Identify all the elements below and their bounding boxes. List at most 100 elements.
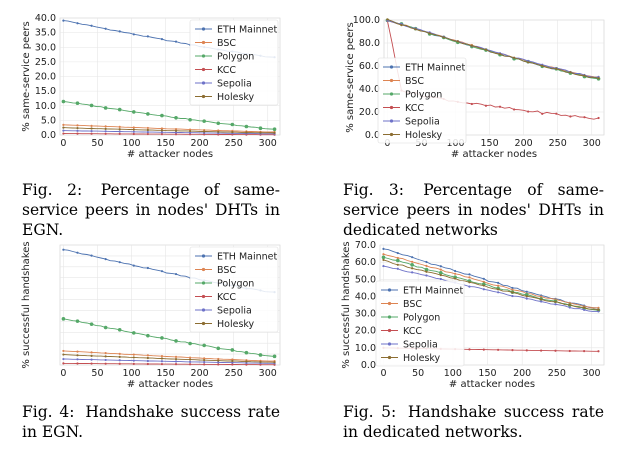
legend-marker [387,301,392,306]
data-point [245,361,248,365]
data-point [132,359,135,362]
caption-text: Percentage of same-service peers in node… [343,181,604,239]
data-point [425,274,428,277]
legend-marker [201,94,206,99]
data-point [131,110,136,114]
caption-label: Fig. 5: [343,403,397,421]
legend-entry: ETH Mainnet [405,63,466,74]
data-point [597,350,600,353]
legend-entry: BSC [403,299,422,310]
data-point [527,61,530,64]
data-point [381,255,386,260]
x-tick-label: 100 [122,368,140,379]
data-point [497,284,500,287]
data-point [90,362,93,365]
legend-marker [201,294,206,299]
data-point [146,359,149,363]
data-point [244,124,249,129]
series-holesky [386,18,600,80]
data-point [188,360,192,363]
legend-marker [387,355,392,360]
data-point [541,112,544,115]
chart-fig3: 0.0 20.0 40.0 60.0 80.0 100.0 0 50 100 150 200 250 3… [345,15,605,160]
y-tick-label: 20.0 [359,107,380,118]
data-point [118,359,121,362]
data-point [118,30,121,33]
data-point [396,267,399,270]
data-point [555,67,558,70]
chart-fig2: 0.0 5.0 10.0 15.0 20.0 25.0 30.0 35.0 40.0 0 50 100… [21,13,281,160]
series-line [63,124,275,133]
x-tick-label: 100 [444,368,462,379]
data-point [498,105,502,108]
series-line [63,318,275,357]
y-axis-label: % successful handshakes [341,241,352,368]
x-tick-label: 200 [515,138,533,149]
data-point [583,306,586,309]
data-point [174,272,178,276]
data-point [104,362,107,365]
data-point [382,258,385,261]
legend-entry: KCC [403,326,422,337]
y-tick-label: 80.0 [359,38,380,49]
legend-entry: ETH Mainnet [217,252,278,263]
data-point [104,358,107,362]
data-point [245,363,248,366]
data-point [76,132,79,135]
data-point [425,260,428,264]
data-point [396,251,399,255]
data-point [160,357,164,360]
data-point [511,288,514,291]
caption-text: Handshake success rate in EGN. [22,403,280,441]
data-point [230,122,235,127]
data-point [525,295,528,298]
data-point [160,360,164,363]
data-point [76,22,79,25]
data-point [568,349,571,353]
legend-marker [201,67,206,72]
data-point [540,298,543,301]
data-point [411,271,414,274]
data-point [597,116,600,120]
data-point [540,349,543,352]
data-point [188,117,192,122]
x-tick-label: 150 [157,368,175,379]
data-point [160,355,164,358]
data-point [90,124,93,127]
data-point [216,346,221,351]
data-point [89,103,94,108]
legend-marker [201,308,206,312]
data-point [62,132,65,135]
data-point [497,288,500,291]
data-point [468,285,471,288]
data-point [90,24,93,27]
y-tick-label: 15.0 [35,86,56,97]
data-point [118,132,121,135]
data-point [245,131,248,134]
x-axis-label: # attacker nodes [449,379,535,390]
data-point [470,102,473,106]
data-point [396,256,399,260]
x-tick-label: 0 [60,368,66,379]
y-tick-label: 70.0 [355,240,376,251]
data-point [160,270,164,273]
data-point [62,349,65,353]
series-polygon [61,99,277,132]
data-point [554,300,557,303]
series-line [383,265,599,313]
y-tick-label: 5.0 [41,115,56,126]
legend-entry: Sepolia [217,306,252,317]
legend-entry: Polygon [217,52,254,63]
y-tick-label: 20.0 [355,326,376,337]
legend-entry: BSC [217,38,236,49]
data-point [174,133,178,136]
x-tick-label: 250 [548,368,566,379]
legend-entry: ETH Mainnet [217,25,278,36]
legend-entry: KCC [217,292,236,303]
data-point [554,303,557,306]
data-point [511,348,514,352]
legend: ETH Mainnet BSC Polygon KCC Sepolia Holesky [189,19,279,106]
x-tick-label: 0 [384,138,390,149]
chart-panel-fig2: 0.0 5.0 10.0 15.0 20.0 25.0 30.0 35.0 40.0 0 50 100… [0,0,300,160]
data-point [411,260,414,263]
